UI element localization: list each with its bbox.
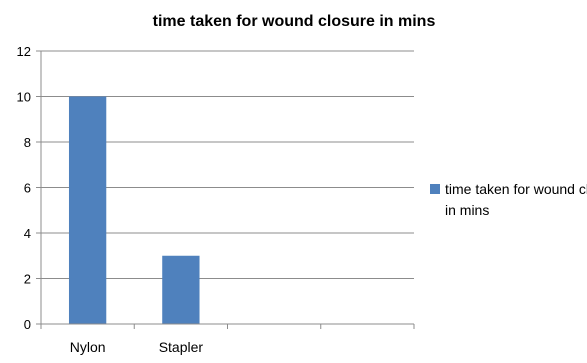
legend-label-line-2: in mins — [445, 202, 489, 218]
bars — [68, 96, 200, 324]
legend-swatch — [430, 184, 440, 194]
legend: time taken for wound closure in mins — [430, 181, 587, 218]
x-tick-label: Nylon — [70, 339, 106, 355]
bar — [162, 255, 200, 324]
x-tick-label: Stapler — [159, 339, 204, 355]
y-tick-label: 10 — [17, 90, 31, 105]
y-tick-label: 2 — [24, 272, 31, 287]
y-tick-label: 12 — [17, 44, 31, 59]
y-tick-label: 0 — [24, 317, 31, 332]
bar — [68, 96, 107, 324]
y-tick-label: 6 — [24, 181, 31, 196]
y-tick-label: 8 — [24, 135, 31, 150]
chart-title: time taken for wound closure in mins — [153, 13, 436, 30]
legend-label-line-1: time taken for wound closure — [445, 181, 587, 197]
y-tick-label: 4 — [24, 226, 31, 241]
axes: 0 2 4 6 8 10 12 Nylon Stapler — [17, 44, 415, 355]
legend-label: time taken for wound closure in mins — [445, 181, 587, 218]
